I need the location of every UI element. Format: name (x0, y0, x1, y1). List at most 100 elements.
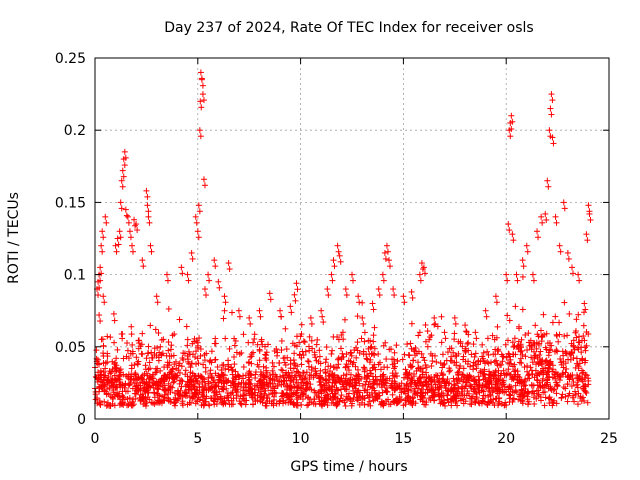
y-tick-label: 0.15 (55, 195, 86, 211)
data-point (359, 314, 366, 321)
data-point (227, 391, 234, 398)
data-point (354, 313, 361, 320)
data-point (380, 277, 387, 284)
data-point (465, 339, 472, 346)
data-point (104, 350, 111, 357)
data-point (193, 348, 200, 355)
data-point (582, 347, 589, 354)
data-point (300, 369, 307, 376)
data-point (213, 383, 220, 390)
data-point (439, 351, 446, 358)
data-point (261, 390, 268, 397)
data-point (184, 358, 191, 365)
data-point (478, 387, 485, 394)
data-point (456, 365, 463, 372)
data-point (269, 367, 276, 374)
data-point (575, 339, 582, 346)
data-point (534, 359, 541, 366)
data-point (549, 134, 556, 141)
data-point (391, 349, 398, 356)
data-point (341, 399, 348, 406)
data-point (349, 271, 355, 278)
data-point (262, 351, 269, 358)
data-point (112, 377, 119, 384)
data-point (422, 390, 429, 397)
y-tick-label: 0 (77, 412, 86, 428)
data-point (197, 133, 204, 140)
data-point (97, 277, 104, 284)
data-point (578, 337, 585, 344)
data-point (534, 331, 541, 338)
data-point (407, 398, 414, 405)
y-tick-label: 0.2 (64, 123, 86, 139)
data-point (261, 385, 268, 392)
data-point (498, 351, 505, 358)
data-point (346, 381, 353, 388)
data-point (252, 371, 259, 378)
data-point (421, 401, 428, 408)
data-point (352, 379, 359, 386)
data-point (390, 286, 397, 293)
data-point (480, 355, 487, 362)
data-point (381, 249, 388, 256)
data-point (196, 208, 203, 215)
data-point (524, 362, 531, 369)
data-point (116, 393, 123, 400)
data-point (277, 307, 284, 314)
data-point (483, 313, 490, 320)
data-point (112, 242, 119, 249)
data-point (328, 271, 335, 278)
data-point (312, 365, 319, 372)
data-point (454, 390, 461, 397)
data-point (242, 401, 249, 408)
data-point (240, 379, 247, 386)
data-point (294, 384, 301, 391)
data-point (175, 396, 182, 403)
data-point (101, 382, 108, 389)
data-point (458, 397, 465, 404)
data-point (461, 347, 468, 354)
data-point (506, 227, 513, 234)
data-point (269, 380, 276, 387)
data-point (100, 343, 107, 350)
data-point (548, 342, 555, 349)
data-point (493, 357, 500, 364)
data-point (582, 357, 589, 364)
data-point (480, 349, 487, 356)
data-point (361, 387, 368, 394)
data-point (514, 343, 521, 350)
data-point (562, 393, 569, 400)
data-point (228, 401, 235, 408)
data-point (191, 373, 198, 380)
data-point (549, 319, 556, 326)
data-point (184, 401, 191, 408)
data-point (369, 350, 376, 357)
data-point (418, 365, 425, 372)
data-point (134, 361, 141, 368)
data-point (153, 293, 160, 300)
data-point (459, 343, 466, 350)
data-point (531, 341, 538, 348)
data-points (92, 69, 594, 409)
data-point (451, 384, 458, 391)
data-point (471, 385, 478, 392)
data-point (296, 351, 303, 358)
data-point (256, 307, 263, 314)
data-point (165, 305, 172, 312)
data-point (463, 328, 470, 335)
x-tick-label: 5 (193, 431, 202, 447)
data-point (463, 392, 470, 399)
data-point (224, 392, 231, 399)
data-point (580, 309, 587, 316)
data-point (294, 392, 301, 399)
data-point (332, 390, 339, 397)
data-point (100, 234, 107, 241)
data-point (206, 358, 213, 365)
data-point (473, 365, 480, 372)
data-point (503, 401, 510, 408)
data-point (287, 365, 294, 372)
data-point (157, 367, 164, 374)
data-point (370, 380, 377, 387)
data-point (236, 313, 243, 320)
data-point (555, 338, 562, 345)
